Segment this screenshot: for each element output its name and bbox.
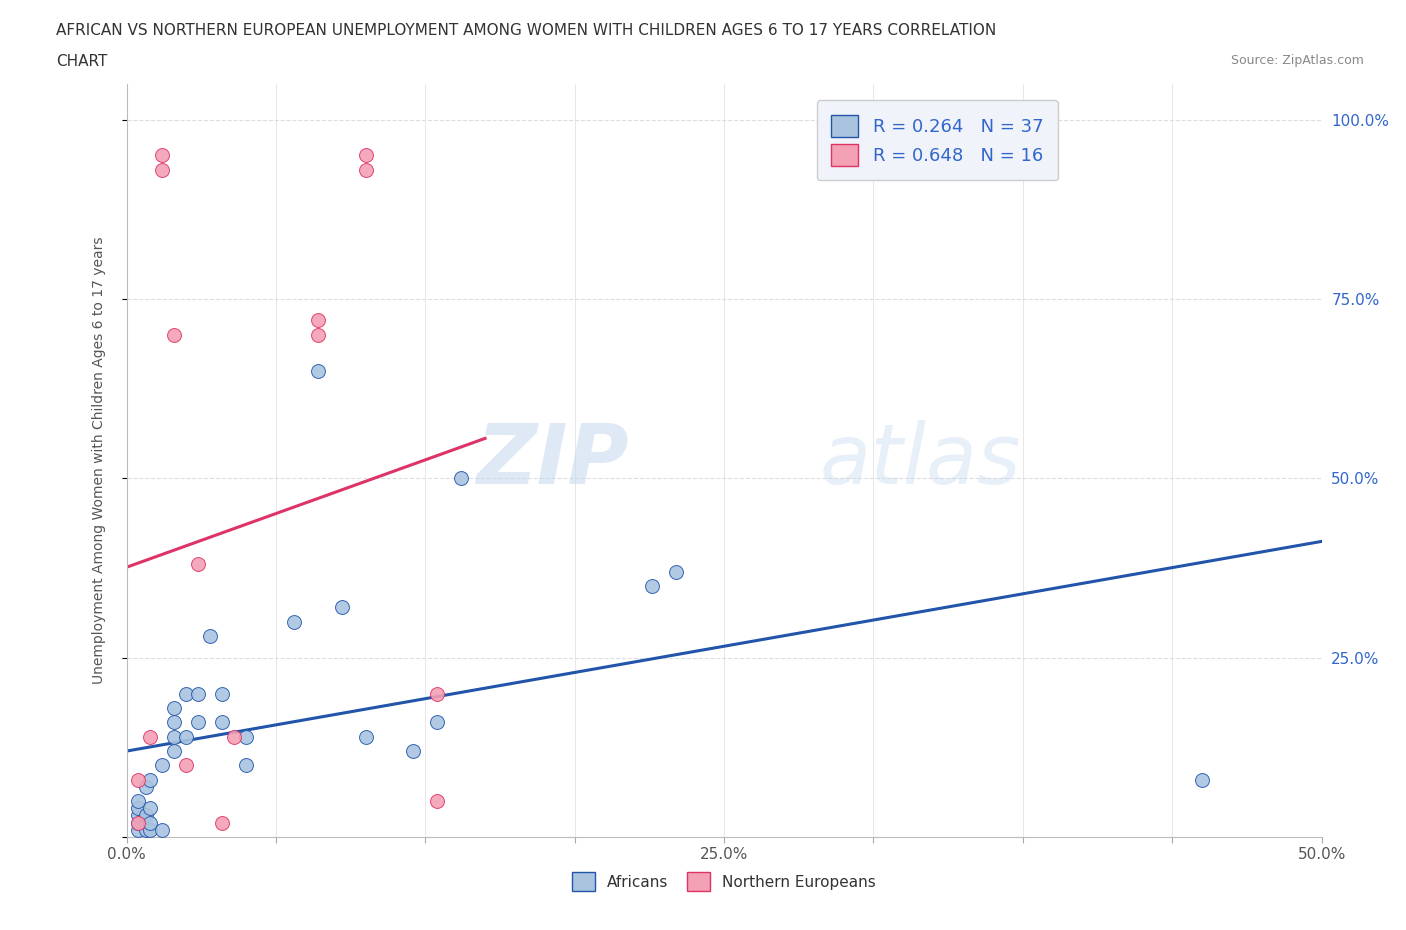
Point	[187, 686, 209, 701]
Point	[222, 729, 246, 744]
Y-axis label: Unemployment Among Women with Children Ages 6 to 17 years: Unemployment Among Women with Children A…	[91, 236, 105, 684]
Point	[174, 686, 197, 701]
Text: atlas: atlas	[820, 419, 1021, 501]
Point	[426, 686, 449, 701]
Point	[426, 793, 449, 808]
Point	[163, 729, 186, 744]
Point	[139, 822, 162, 837]
Point	[127, 816, 149, 830]
Point	[174, 758, 197, 773]
Point	[127, 801, 149, 816]
Point	[187, 715, 209, 730]
Point	[307, 364, 329, 379]
Text: CHART: CHART	[56, 54, 108, 69]
Point	[139, 772, 162, 787]
Point	[330, 600, 353, 615]
Point	[127, 808, 149, 823]
Point	[235, 758, 257, 773]
Point	[150, 822, 174, 837]
Point	[283, 615, 305, 630]
Point	[641, 578, 664, 593]
Point	[139, 801, 162, 816]
Point	[426, 715, 449, 730]
Point	[402, 743, 425, 758]
Point	[139, 729, 162, 744]
Point	[135, 822, 157, 837]
Point	[354, 163, 377, 178]
Point	[135, 779, 157, 794]
Point	[150, 758, 174, 773]
Point	[150, 163, 174, 178]
Point	[307, 313, 329, 328]
Point	[135, 808, 157, 823]
Point	[665, 565, 688, 579]
Point	[150, 148, 174, 163]
Point	[127, 793, 149, 808]
Text: Source: ZipAtlas.com: Source: ZipAtlas.com	[1230, 54, 1364, 67]
Text: AFRICAN VS NORTHERN EUROPEAN UNEMPLOYMENT AMONG WOMEN WITH CHILDREN AGES 6 TO 17: AFRICAN VS NORTHERN EUROPEAN UNEMPLOYMEN…	[56, 23, 997, 38]
Point	[200, 629, 222, 644]
Point	[127, 816, 149, 830]
Point	[307, 327, 329, 342]
Point	[163, 327, 186, 342]
Point	[163, 743, 186, 758]
Point	[354, 148, 377, 163]
Legend: Africans, Northern Europeans: Africans, Northern Europeans	[567, 867, 882, 897]
Point	[139, 816, 162, 830]
Text: ZIP: ZIP	[475, 419, 628, 501]
Point	[127, 772, 149, 787]
Point	[163, 700, 186, 715]
Point	[211, 686, 233, 701]
Point	[127, 822, 149, 837]
Point	[354, 729, 377, 744]
Point	[187, 557, 209, 572]
Point	[235, 729, 257, 744]
Point	[211, 715, 233, 730]
Point	[1191, 772, 1213, 787]
Point	[211, 816, 233, 830]
Point	[163, 715, 186, 730]
Point	[450, 471, 472, 485]
Point	[174, 729, 197, 744]
